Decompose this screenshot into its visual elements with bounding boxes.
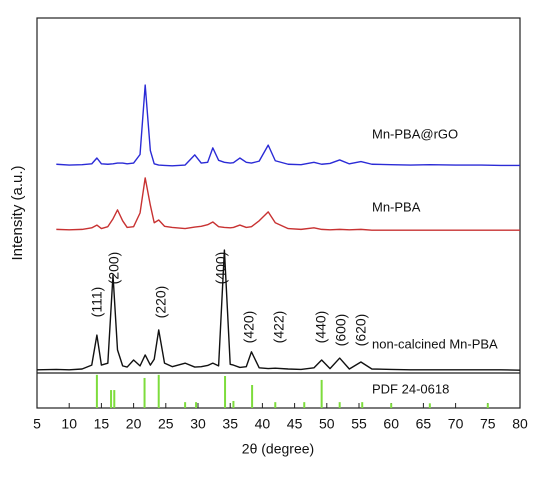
- x-tick-label: 10: [61, 416, 77, 432]
- x-tick-label: 45: [287, 416, 303, 432]
- x-tick-label: 30: [190, 416, 206, 432]
- x-tick-label: 5: [33, 416, 41, 432]
- x-tick-label: 65: [416, 416, 432, 432]
- x-tick-label: 70: [448, 416, 464, 432]
- x-tick-label: 55: [351, 416, 367, 432]
- hkl-label: (200): [106, 252, 122, 285]
- hkl-label: (440): [313, 311, 329, 344]
- x-tick-label: 75: [480, 416, 496, 432]
- hkl-label: (620): [353, 314, 369, 347]
- plot-frame: [36, 17, 521, 409]
- hkl-label: (600): [333, 314, 349, 347]
- x-tick-label: 80: [512, 416, 528, 432]
- x-tick-label: 35: [222, 416, 238, 432]
- x-tick-label: 25: [158, 416, 174, 432]
- series-label: Mn-PBA: [372, 199, 421, 214]
- series-line: [56, 177, 520, 231]
- x-tick-label: 50: [319, 416, 335, 432]
- x-tick-label: 60: [383, 416, 399, 432]
- y-axis-label: Intensity (a.u.): [9, 165, 26, 260]
- hkl-label: (422): [271, 311, 287, 344]
- series-label: non-calcined Mn-PBA: [372, 336, 498, 351]
- series-label: Mn-PBA@rGO: [372, 126, 458, 141]
- x-tick-label: 40: [255, 416, 271, 432]
- series-line: [36, 249, 521, 371]
- reference-label: PDF 24-0618: [372, 381, 449, 396]
- series-line: [56, 84, 520, 167]
- hkl-label: (420): [241, 311, 257, 344]
- x-tick-label: 20: [126, 416, 142, 432]
- hkl-label: (220): [153, 286, 169, 319]
- x-axis-label: 2θ (degree): [242, 441, 314, 457]
- hkl-label: (111): [89, 287, 105, 318]
- hkl-label: (400): [213, 252, 229, 285]
- x-tick-label: 15: [94, 416, 110, 432]
